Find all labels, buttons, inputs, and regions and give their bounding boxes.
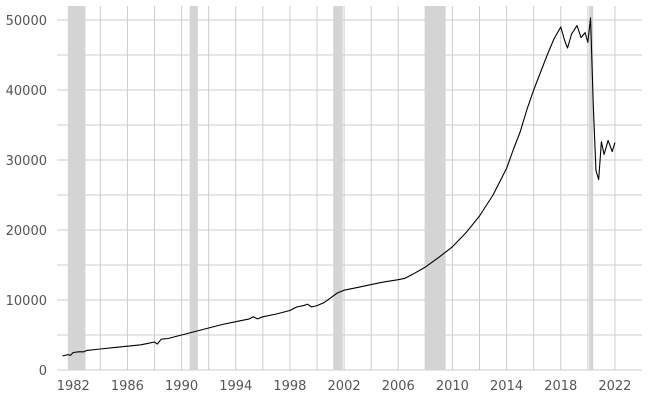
y-tick-label: 30000: [6, 154, 47, 169]
x-tick-label: 1986: [111, 379, 144, 394]
x-tick-label: 1998: [273, 379, 306, 394]
x-tick-label: 1982: [57, 379, 90, 394]
recession-band: [67, 6, 86, 370]
y-gridlines: [57, 19, 642, 371]
x-tick-label: 2014: [490, 379, 523, 394]
x-tick-label: 2010: [436, 379, 469, 394]
x-tick-label: 2018: [544, 379, 577, 394]
recession-band: [589, 6, 594, 370]
x-tick-label: 2006: [382, 379, 415, 394]
x-gridlines: [72, 6, 616, 370]
recession-bands: [67, 6, 594, 370]
x-axis-tick-labels: 1982 1986 1990 1994 1998 2002 2006 2010 2014 2018…: [57, 379, 632, 394]
y-tick-label: 50000: [6, 14, 47, 29]
y-axis-tick-labels: 0 10000 20000 30000 40000 50000: [6, 14, 47, 379]
recession-band: [333, 6, 343, 370]
x-tick-label: 2022: [598, 379, 631, 394]
y-tick-label: 10000: [6, 294, 47, 309]
recession-band: [189, 6, 198, 370]
y-tick-label: 40000: [6, 84, 47, 99]
y-tick-label: 20000: [6, 224, 47, 239]
y-tick-label: 0: [39, 364, 47, 379]
x-tick-label: 1990: [165, 379, 198, 394]
x-tick-label: 1994: [219, 379, 252, 394]
series-group: [62, 17, 616, 357]
recession-band: [424, 6, 446, 370]
series-line: [62, 17, 616, 357]
x-tick-label: 2002: [328, 379, 361, 394]
